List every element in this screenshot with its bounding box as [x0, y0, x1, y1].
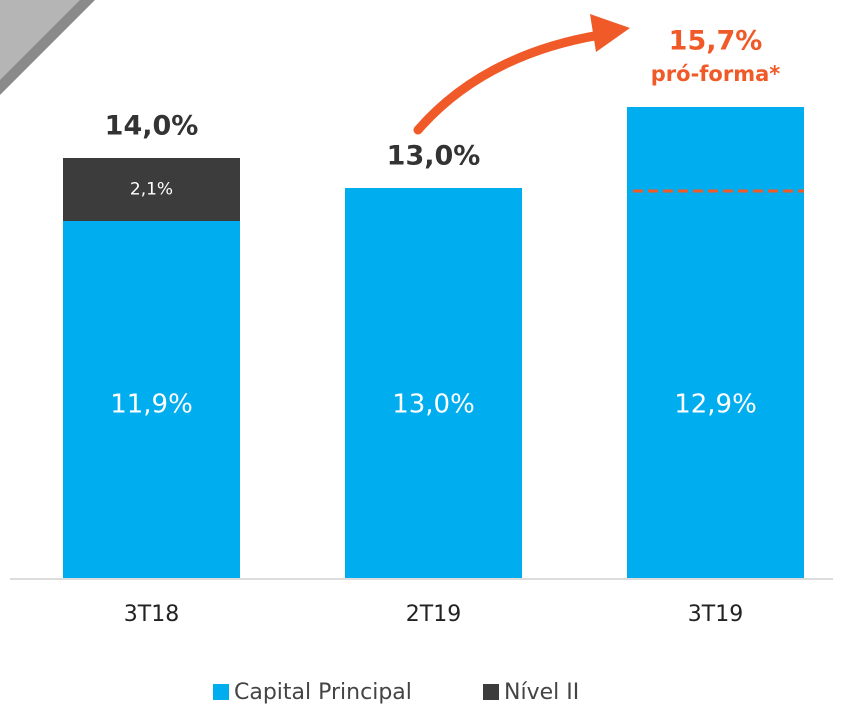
legend-label: Nível II	[504, 680, 579, 705]
x-tick-label: 2T19	[406, 602, 461, 627]
value-label: 2,1%	[130, 180, 173, 200]
total-label: 15,7%	[669, 26, 763, 57]
legend-label: Capital Principal	[234, 680, 412, 705]
value-label: 12,9%	[674, 390, 757, 420]
pro-forma-segment	[627, 107, 804, 191]
x-tick-label: 3T18	[124, 602, 179, 627]
trend-arrow-head	[590, 14, 630, 52]
value-label: 11,9%	[110, 390, 193, 420]
bar-segment	[63, 158, 240, 221]
bar-segment	[345, 188, 522, 578]
total-label: 14,0%	[105, 111, 199, 142]
value-label: 13,0%	[392, 390, 475, 420]
total-label: 13,0%	[387, 141, 481, 172]
bar-segment	[627, 191, 804, 578]
legend-swatch	[483, 684, 499, 700]
corner-image-inner	[0, 0, 80, 80]
legend-swatch	[213, 684, 229, 700]
x-tick-label: 3T19	[688, 602, 743, 627]
bar-segment	[63, 221, 240, 578]
annotation: pró-forma*	[651, 62, 781, 86]
trend-arrow	[413, 30, 605, 135]
